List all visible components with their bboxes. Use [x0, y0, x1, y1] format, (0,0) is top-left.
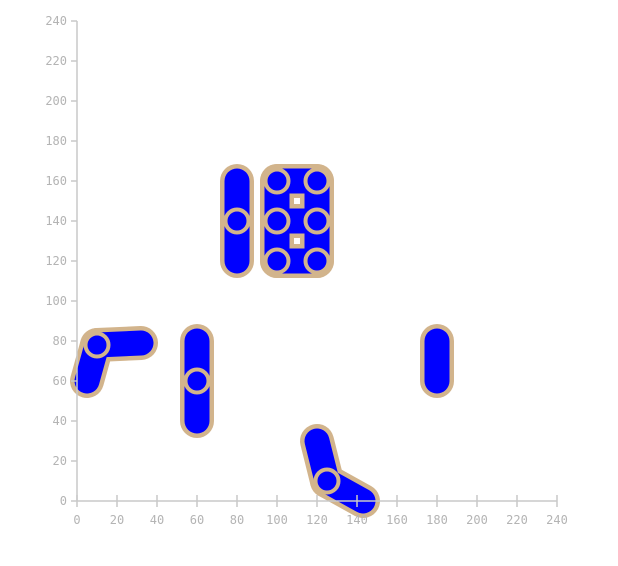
- x-tick-label: 100: [266, 513, 288, 527]
- x-tick-label: 40: [150, 513, 164, 527]
- point-marker: [303, 247, 331, 275]
- y-tick-label: 100: [45, 294, 67, 308]
- point-marker: [263, 167, 291, 195]
- axes-layer: 0 20 40 60 80 100 120 140 160 180 200 220 240 0 20 40 6…: [45, 14, 568, 527]
- x-tick-label: 120: [306, 513, 328, 527]
- x-tick-label: 80: [230, 513, 244, 527]
- x-tick-label: 160: [386, 513, 408, 527]
- x-tick-label: 200: [466, 513, 488, 527]
- points-layer: [83, 167, 341, 495]
- y-tick-label: 20: [53, 454, 67, 468]
- point-marker: [313, 467, 341, 495]
- point-marker: [183, 367, 211, 395]
- y-tick-label: 180: [45, 134, 67, 148]
- y-tick-label: 60: [53, 374, 67, 388]
- point-marker: [83, 331, 111, 359]
- y-tick-label: 240: [45, 14, 67, 28]
- y-tick-label: 220: [45, 54, 67, 68]
- x-axis-ticks: 0 20 40 60 80 100 120 140 160 180 200 220 240: [73, 495, 568, 527]
- y-tick-label: 120: [45, 254, 67, 268]
- point-marker: [263, 247, 291, 275]
- y-tick-label: 40: [53, 414, 67, 428]
- x-tick-label: 0: [73, 513, 80, 527]
- y-axis-ticks: 0 20 40 60 80 100 120 140 160 180 200 220 240: [45, 14, 77, 508]
- connectors-layer: [70, 164, 454, 518]
- point-marker: [303, 167, 331, 195]
- y-tick-label: 80: [53, 334, 67, 348]
- x-tick-label: 140: [346, 513, 368, 527]
- x-tick-label: 60: [190, 513, 204, 527]
- x-tick-label: 20: [110, 513, 124, 527]
- point-marker: [223, 207, 251, 235]
- y-tick-label: 0: [60, 494, 67, 508]
- point-marker: [303, 207, 331, 235]
- point-marker: [263, 207, 291, 235]
- x-tick-label: 180: [426, 513, 448, 527]
- y-tick-label: 140: [45, 214, 67, 228]
- x-tick-label: 240: [546, 513, 568, 527]
- x-tick-label: 220: [506, 513, 528, 527]
- y-tick-label: 200: [45, 94, 67, 108]
- y-tick-label: 160: [45, 174, 67, 188]
